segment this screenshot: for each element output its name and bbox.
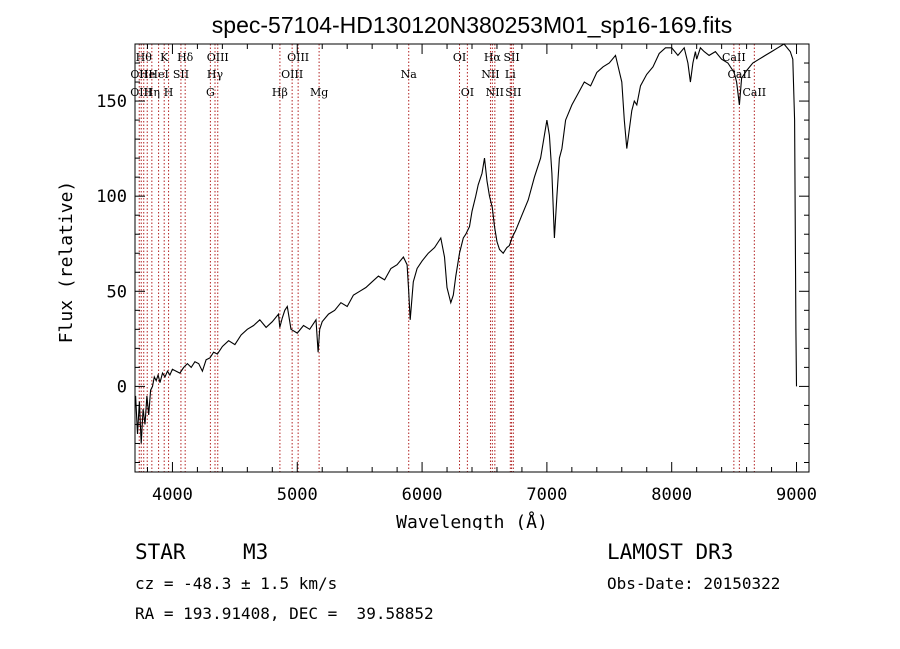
y-tick-label: 150 <box>96 92 127 112</box>
line-label-17: Na <box>401 68 418 81</box>
y-axis-label: Flux (relative) <box>56 181 77 344</box>
spectrum-line <box>135 43 798 444</box>
line-label-12: OIII <box>207 51 229 64</box>
plot-frame <box>134 43 810 473</box>
line-label-9: Hδ <box>177 51 194 64</box>
y-tick-label: 50 <box>107 282 127 302</box>
line-label-13: Hβ <box>272 86 288 99</box>
spectral-line-markers <box>138 44 755 472</box>
x-axis-label: Wavelength (Å) <box>396 511 548 530</box>
line-label-19: OI <box>461 86 474 99</box>
redshift-velocity: cz = -48.3 ± 1.5 km/s <box>135 574 338 593</box>
line-label-10: G <box>206 86 215 99</box>
line-label-15: OIII <box>287 51 309 64</box>
line-label-3: He <box>139 68 155 81</box>
line-label-7: H <box>164 86 174 99</box>
line-label-28: CaII <box>742 86 766 99</box>
x-tick-label: 4000 <box>152 485 193 505</box>
line-label-2: Hθ <box>136 51 153 64</box>
spectrum-chart: spec-57104-HD130120N380253M01_sp16-169.f… <box>56 12 817 530</box>
y-tick-label: 0 <box>117 377 127 397</box>
spectral-line-labels: OIIOIIIHθHeHηHeIKHSIIHδGHγOIIIHβOIIIOIII… <box>130 51 766 99</box>
line-label-23: Li <box>505 68 516 81</box>
object-subclass: M3 <box>243 540 269 564</box>
line-label-8: SII <box>173 68 189 81</box>
line-label-1: OIII <box>130 86 152 99</box>
object-type: STAR <box>135 540 186 564</box>
coordinates: RA = 193.91408, DEC = 39.58852 <box>135 604 434 623</box>
x-axis: 4000 5000 6000 7000 8000 9000 <box>146 44 817 505</box>
line-label-18: OI <box>453 51 466 64</box>
x-tick-label: 6000 <box>402 485 443 505</box>
x-tick-label: 8000 <box>651 485 692 505</box>
line-label-21: Hα <box>484 51 502 64</box>
line-label-16: Mg <box>310 86 328 99</box>
line-label-5: HeI <box>148 68 168 81</box>
survey-name: LAMOST DR3 <box>607 540 734 564</box>
line-label-11: Hγ <box>207 68 224 81</box>
line-label-22: NII <box>486 86 504 99</box>
line-label-14: OIII <box>281 68 303 81</box>
y-axis: 0 50 100 150 <box>96 43 809 463</box>
x-tick-label: 7000 <box>526 485 567 505</box>
line-label-4: Hη <box>144 86 160 99</box>
x-tick-label: 5000 <box>277 485 318 505</box>
line-label-6: K <box>160 51 169 64</box>
observation-date: Obs-Date: 20150322 <box>607 574 781 593</box>
line-label-26: CaII <box>722 51 746 64</box>
line-label-24: SII <box>503 51 519 64</box>
x-tick-label: 9000 <box>776 485 817 505</box>
line-label-20: NII <box>481 68 499 81</box>
y-tick-label: 100 <box>96 187 127 207</box>
chart-title: spec-57104-HD130120N380253M01_sp16-169.f… <box>212 12 732 38</box>
line-label-25: SII <box>505 86 521 99</box>
